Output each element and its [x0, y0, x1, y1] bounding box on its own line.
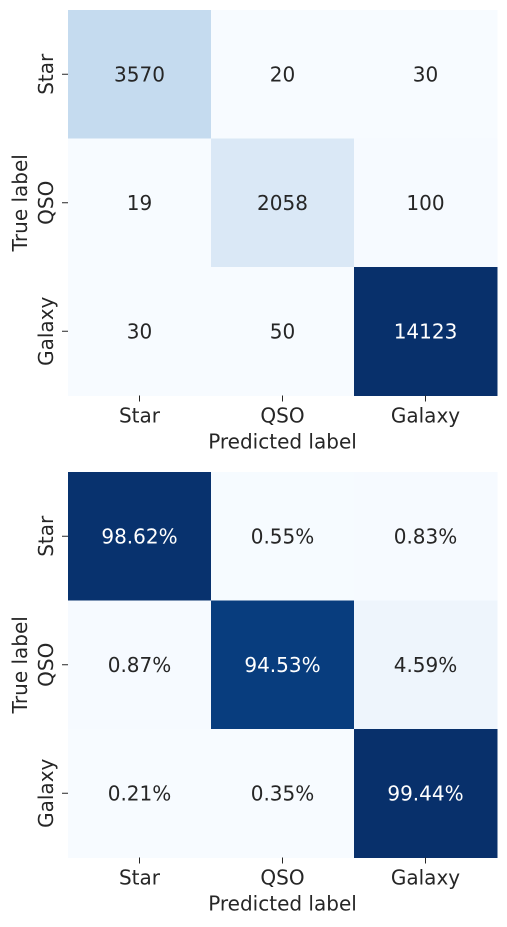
y-tick-label: Star: [34, 53, 58, 95]
heatmap-cell: [68, 472, 212, 601]
heatmap-cell: [354, 600, 498, 730]
heatmap-cell: [354, 138, 498, 268]
heatmap-cell: [354, 472, 498, 601]
confusion-matrix-percentages: 98.62% 0.55% 0.83% 0.87% 94.53% 4.59% 0.21% 0.3…: [8, 472, 498, 916]
cell-value-label: 19: [127, 191, 152, 215]
y-tick-label: QSO: [34, 643, 58, 687]
x-tick-label: QSO: [260, 404, 304, 428]
cell-value-label: 14123: [394, 319, 458, 343]
cell-value-label: 99.44%: [387, 781, 463, 805]
heatmap-cell: [354, 729, 498, 858]
heatmap-cell: [211, 10, 355, 139]
cell-value-label: 30: [413, 62, 438, 86]
heatmap-cell: [68, 138, 212, 268]
cell-value-label: 0.83%: [394, 524, 458, 548]
cell-value-label: 3570: [114, 62, 165, 86]
heatmap-cell: [68, 600, 212, 730]
x-tick-label: Star: [119, 404, 161, 428]
cell-value-label: 0.55%: [251, 524, 315, 548]
y-tick-label: Galaxy: [34, 758, 58, 827]
heatmap-cell: [354, 267, 498, 396]
cell-value-label: 30: [127, 319, 152, 343]
heatmap-cell: [68, 267, 212, 396]
y-axis-label: True label: [8, 616, 32, 714]
y-tick-label: Star: [34, 515, 58, 557]
heatmap-cell: [211, 472, 355, 601]
x-tick-label: Galaxy: [391, 404, 460, 428]
heatmap-cell: [68, 729, 212, 858]
x-tick-label: QSO: [260, 866, 304, 890]
x-axis-label: Predicted label: [208, 892, 357, 916]
cell-value-label: 20: [270, 62, 295, 86]
cell-value-label: 4.59%: [394, 653, 458, 677]
y-tick-label: QSO: [34, 181, 58, 225]
heatmap-cell: [211, 138, 355, 268]
heatmap-cell: [211, 267, 355, 396]
x-tick-label: Galaxy: [391, 866, 460, 890]
x-tick-label: Star: [119, 866, 161, 890]
cell-value-label: 98.62%: [101, 524, 177, 548]
heatmap-cell: [68, 10, 212, 139]
cell-value-label: 2058: [257, 191, 308, 215]
heatmap-cell: [211, 729, 355, 858]
cell-value-label: 50: [270, 319, 295, 343]
cell-value-label: 0.87%: [108, 653, 172, 677]
heatmap-cell: [211, 600, 355, 730]
cell-value-label: 0.35%: [251, 781, 315, 805]
cell-value-label: 0.21%: [108, 781, 172, 805]
y-axis-label: True label: [8, 154, 32, 252]
x-axis-label: Predicted label: [208, 430, 357, 454]
cell-value-label: 100: [406, 191, 444, 215]
y-tick-label: Galaxy: [34, 296, 58, 365]
heatmap-cell: [354, 10, 498, 139]
confusion-matrix-counts: 3570 20 30 19 2058 100 30 50 14123 Star QSO Galaxy S…: [8, 10, 498, 454]
cell-value-label: 94.53%: [244, 653, 320, 677]
